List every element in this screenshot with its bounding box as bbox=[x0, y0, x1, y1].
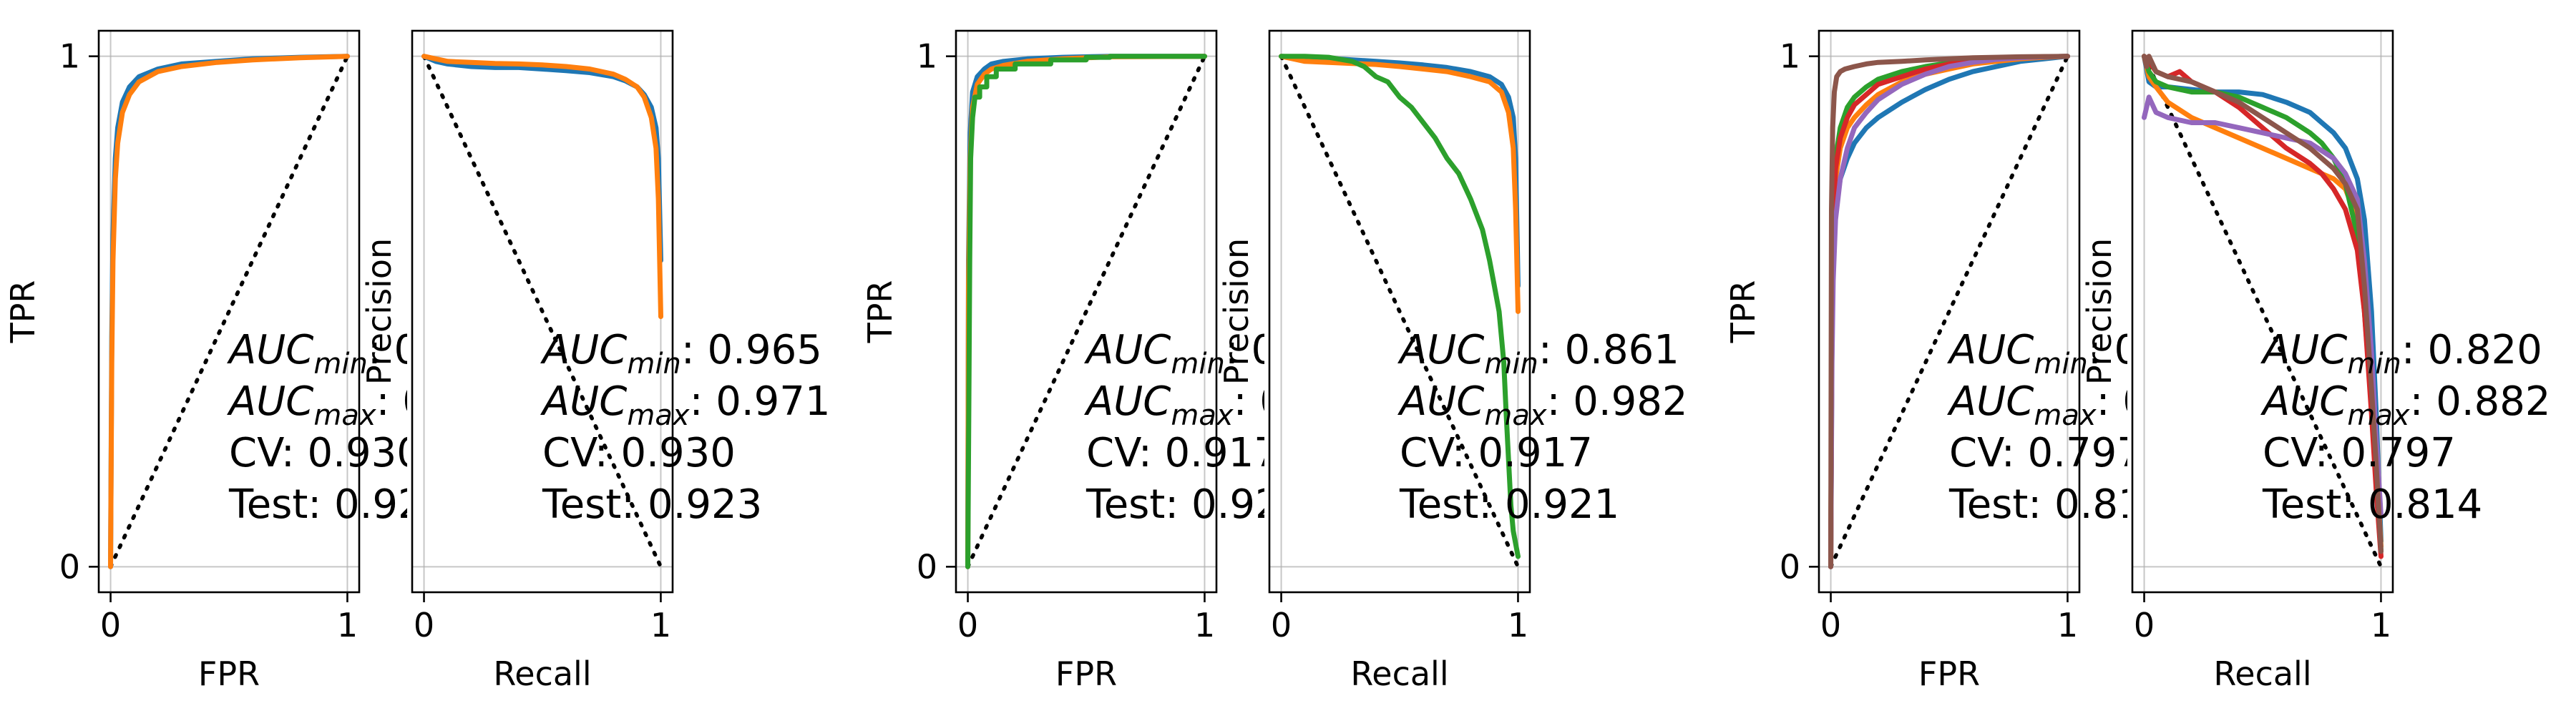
y-axis-label: TPR bbox=[4, 280, 42, 344]
auc-line: AUCmax: 0.982 bbox=[1397, 378, 1688, 432]
axes-frame bbox=[955, 29, 1218, 594]
series-line-2 bbox=[1279, 54, 1521, 314]
series-line-2 bbox=[108, 54, 350, 569]
y-tick-label: 0 bbox=[59, 547, 80, 586]
axes-frame bbox=[1818, 29, 2081, 594]
score-line: CV: 0.930 bbox=[542, 430, 736, 476]
auc-line: AUCmin: 0.861 bbox=[1397, 327, 1679, 381]
series-line-3 bbox=[965, 54, 1207, 569]
x-axis-label: Recall bbox=[2213, 654, 2311, 693]
score-line: Test: 0.814 bbox=[1948, 481, 2169, 528]
x-axis-label: Recall bbox=[493, 654, 591, 693]
score-line: CV: 0.917 bbox=[1086, 430, 1279, 476]
reference-diagonal bbox=[965, 54, 1207, 569]
y-tick-label: 1 bbox=[59, 37, 80, 76]
x-axis-label: FPR bbox=[1055, 654, 1117, 693]
x-axis-label: FPR bbox=[198, 654, 260, 693]
auc-line: AUCmax: 0.971 bbox=[227, 378, 517, 432]
auc-line: AUCmin: 0.965 bbox=[540, 327, 822, 381]
score-line: CV: 0.797 bbox=[1949, 430, 2142, 476]
panel-2: 0 1 Recall Precision bbox=[360, 29, 674, 693]
series-line-6 bbox=[1828, 54, 2070, 569]
x-tick-label: 1 bbox=[1194, 606, 1215, 644]
y-axis-label: TPR bbox=[861, 280, 899, 344]
axes-frame bbox=[411, 29, 674, 594]
score-line: CV: 0.930 bbox=[229, 430, 422, 476]
panel-3: 0 1 0 1 FPR TPR bbox=[861, 29, 1218, 693]
x-tick-label: 0 bbox=[957, 606, 978, 644]
panel-1: 0 1 0 1 FPR TPR bbox=[4, 29, 361, 693]
score-line: Test: 0.814 bbox=[2262, 481, 2482, 528]
x-tick-label: 0 bbox=[1271, 606, 1292, 644]
series-line-3 bbox=[1279, 54, 1521, 559]
auc-line: AUCmin: 0.965 bbox=[227, 327, 509, 381]
reference-diagonal bbox=[421, 54, 663, 569]
x-axis-label: Recall bbox=[1350, 654, 1448, 693]
y-axis-label: TPR bbox=[1724, 280, 1762, 344]
y-axis-label: Precision bbox=[360, 238, 399, 385]
x-axis-label: FPR bbox=[1918, 654, 1980, 693]
score-line: Test: 0.921 bbox=[1399, 481, 1619, 528]
x-tick-label: 1 bbox=[2057, 606, 2078, 644]
y-axis-label: Precision bbox=[1217, 238, 1256, 385]
x-tick-label: 1 bbox=[1508, 606, 1528, 644]
y-axis-label: Precision bbox=[2080, 238, 2119, 385]
series-line-6 bbox=[2142, 54, 2384, 554]
auc-line: AUCmax: 0.882 bbox=[2260, 378, 2551, 432]
x-tick-label: 1 bbox=[650, 606, 671, 644]
reference-diagonal bbox=[108, 54, 350, 569]
score-line: CV: 0.917 bbox=[1400, 430, 1593, 476]
reference-diagonal bbox=[1279, 54, 1521, 569]
x-tick-label: 0 bbox=[414, 606, 434, 644]
auc-line: AUCmax: 0.971 bbox=[540, 378, 831, 432]
series-line-1 bbox=[421, 54, 663, 263]
panel-4: 0 1 Recall Precision bbox=[1217, 29, 1531, 693]
auc-line: AUCmax: 0.982 bbox=[1084, 378, 1375, 432]
axes-frame bbox=[97, 29, 361, 594]
y-tick-label: 1 bbox=[917, 37, 937, 76]
panel-6: 0 1 Recall Precision bbox=[2080, 29, 2394, 693]
auc-line: AUCmin: 0.820 bbox=[1947, 327, 2229, 381]
series-line-2 bbox=[421, 54, 663, 320]
auc-line: AUCmax: 0.882 bbox=[1947, 378, 2238, 432]
y-tick-label: 0 bbox=[917, 547, 937, 586]
y-tick-label: 1 bbox=[1780, 37, 1800, 76]
score-line: CV: 0.797 bbox=[2263, 430, 2456, 476]
auc-line: AUCmin: 0.820 bbox=[2260, 327, 2542, 381]
score-line: Test: 0.921 bbox=[1085, 481, 1306, 528]
score-line: Test: 0.923 bbox=[542, 481, 762, 528]
x-tick-label: 1 bbox=[337, 606, 358, 644]
reference-diagonal bbox=[2142, 54, 2384, 569]
x-tick-label: 0 bbox=[1820, 606, 1841, 644]
x-tick-label: 0 bbox=[100, 606, 121, 644]
reference-diagonal bbox=[1828, 54, 2070, 569]
y-tick-label: 0 bbox=[1780, 547, 1800, 586]
x-tick-label: 1 bbox=[2371, 606, 2391, 644]
axes-frame bbox=[1268, 29, 1531, 594]
axes-frame bbox=[2131, 29, 2394, 594]
panel-5: 0 1 0 1 FPR TPR bbox=[1724, 29, 2081, 693]
score-line: Test: 0.923 bbox=[228, 481, 449, 528]
auc-line: AUCmin: 0.861 bbox=[1084, 327, 1366, 381]
x-tick-label: 0 bbox=[2134, 606, 2155, 644]
